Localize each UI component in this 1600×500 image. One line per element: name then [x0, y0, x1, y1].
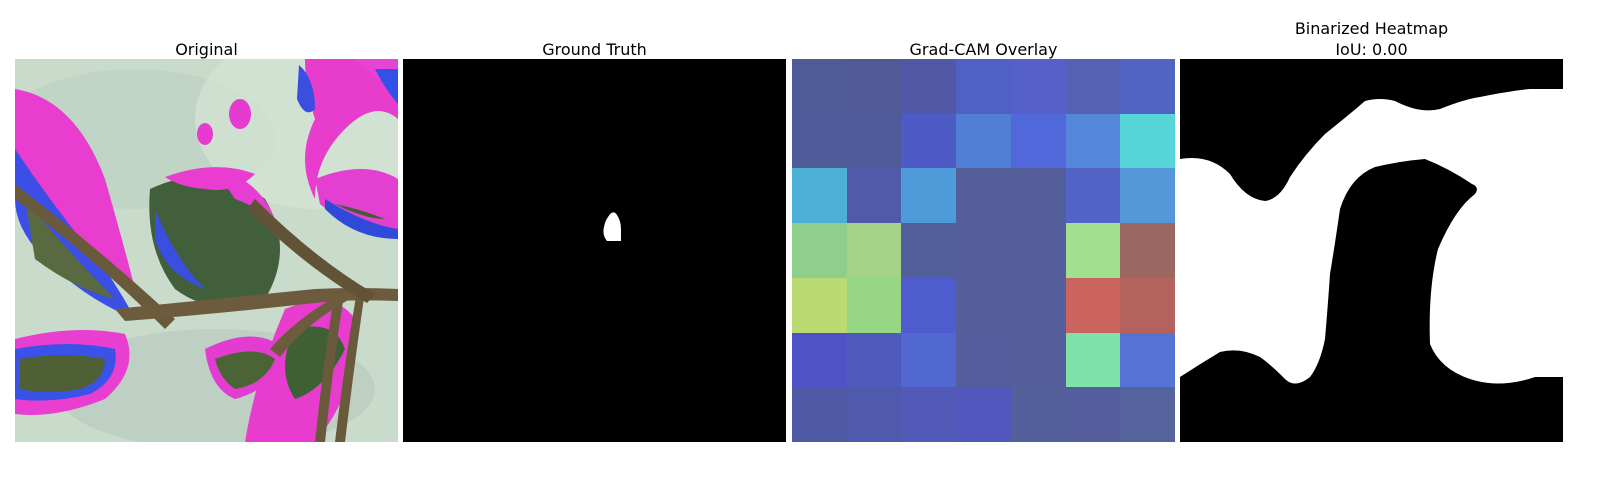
binarized-title: Binarized Heatmap IoU: 0.00 — [1294, 19, 1449, 59]
heatmap-cell — [792, 168, 847, 223]
heatmap-cell — [1066, 333, 1120, 387]
original-image — [15, 59, 398, 442]
heatmap-cell — [956, 59, 1011, 114]
binarized-heatmap — [1180, 59, 1563, 442]
heatmap-cell — [901, 387, 956, 442]
heatmap-cell — [956, 114, 1011, 168]
heatmap-cell — [901, 333, 956, 387]
heatmap-cell — [792, 59, 847, 114]
binarized-panel: Binarized Heatmap IoU: 0.00 — [1180, 0, 1563, 442]
heatmap-cell — [1011, 59, 1066, 114]
heatmap-cell — [792, 223, 847, 278]
heatmap-cell — [792, 278, 847, 333]
heatmap-cell — [1066, 278, 1120, 333]
heatmap-cell — [847, 387, 901, 442]
heatmap-cell — [847, 223, 901, 278]
heatmap-cell — [1120, 278, 1175, 333]
heatmap-cell — [1011, 114, 1066, 168]
heatmap-cell — [847, 278, 901, 333]
heatmap-cell — [1066, 223, 1120, 278]
heatmap-cell — [1120, 168, 1175, 223]
heatmap-cell — [847, 114, 901, 168]
heatmap-cell — [1011, 168, 1066, 223]
heatmap-cell — [1011, 387, 1066, 442]
heatmap-cell — [901, 168, 956, 223]
original-panel: Original — [15, 0, 398, 442]
heatmap-cell — [901, 59, 956, 114]
binarized-graphic — [1180, 59, 1563, 442]
heatmap-cell — [792, 114, 847, 168]
gradcam-title: Grad-CAM Overlay — [909, 40, 1058, 59]
heatmap-cell — [1120, 59, 1175, 114]
heatmap-cell — [1066, 387, 1120, 442]
heatmap-cell — [847, 168, 901, 223]
ground-truth-title: Ground Truth — [542, 40, 647, 59]
heatmap-cell — [847, 333, 901, 387]
heatmap-cell — [1066, 168, 1120, 223]
heatmap-cell — [792, 387, 847, 442]
heatmap-cell — [956, 278, 1011, 333]
heatmap-cell — [901, 114, 956, 168]
leaf-photo-graphic — [15, 59, 398, 442]
heatmap-cell — [847, 59, 901, 114]
heatmap-cell — [956, 168, 1011, 223]
gradcam-overlay — [792, 59, 1175, 442]
heatmap-cell — [956, 387, 1011, 442]
original-title: Original — [175, 40, 238, 59]
heatmap-cell — [792, 333, 847, 387]
heatmap-cell — [956, 223, 1011, 278]
heatmap-cell — [1011, 333, 1066, 387]
heatmap-cell — [1011, 278, 1066, 333]
heatmap-cell — [956, 333, 1011, 387]
gradcam-panel: Grad-CAM Overlay — [792, 0, 1175, 442]
heatmap-cell — [1066, 59, 1120, 114]
heatmap-cell — [1120, 333, 1175, 387]
heatmap-cell — [1120, 223, 1175, 278]
ground-truth-graphic — [403, 59, 786, 442]
heatmap-cell — [901, 223, 956, 278]
ground-truth-mask — [403, 59, 786, 442]
gradcam-heatmap-grid — [792, 59, 1175, 442]
heatmap-cell — [1120, 114, 1175, 168]
heatmap-cell — [1066, 114, 1120, 168]
heatmap-cell — [1011, 223, 1066, 278]
ground-truth-panel: Ground Truth — [403, 0, 786, 442]
heatmap-cell — [1120, 387, 1175, 442]
heatmap-cell — [901, 278, 956, 333]
